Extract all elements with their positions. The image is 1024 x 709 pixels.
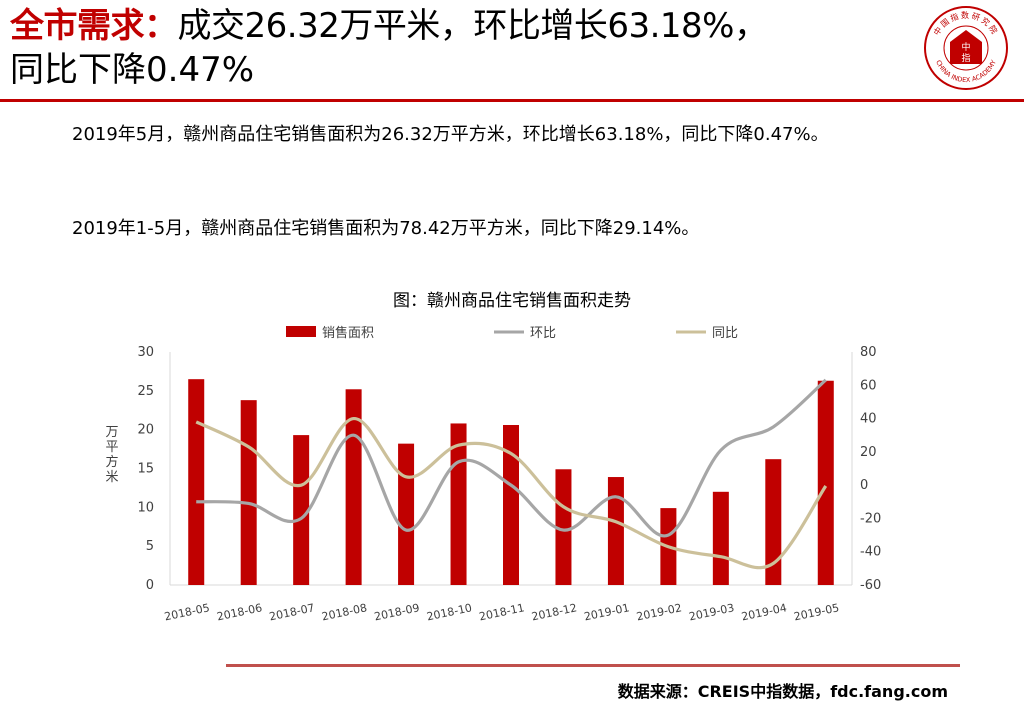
page-header: 全市需求：成交26.32万平米，环比增长63.18%， 同比下降0.47% [10,4,910,92]
x-tick-label: 2018-08 [321,601,369,623]
x-tick-label: 2018-10 [425,601,473,623]
x-tick-label: 2018-05 [163,601,211,623]
bar [188,379,205,585]
y2-tick-label: 80 [860,345,877,360]
series-line-yoy [195,416,828,570]
x-tick-label: 2019-04 [740,601,788,623]
x-tick-label: 2018-11 [478,601,526,623]
y-tick-label: 5 [146,539,154,554]
chart-caption: 图：赣州商品住宅销售面积走势 [393,291,631,311]
bar [765,459,782,585]
y-tick-label: 25 [137,384,154,399]
bar [607,477,624,585]
footer-divider [226,664,960,667]
summary-paragraph-1: 2019年5月，赣州商品住宅销售面积为26.32万平方米，环比增长63.18%，… [72,124,829,145]
bar [503,425,519,585]
title-accent: 全市需求： [10,6,178,46]
bar [398,443,415,585]
legend-label: 销售面积 [322,325,374,341]
y2-tick-label: -40 [860,545,881,560]
x-tick-label: 2019-02 [635,601,683,623]
header-divider [0,99,1024,102]
y-tick-label: 0 [146,578,154,593]
y2-tick-label: 60 [860,378,877,393]
x-tick-label: 2019-05 [793,601,841,623]
y-tick-label: 15 [137,462,154,477]
legend-label: 同比 [712,326,738,341]
y2-tick-label: 20 [860,445,877,460]
legend-swatch-bar [286,326,316,337]
bar [712,491,729,585]
page-title-line2: 同比下降0.47% [10,50,255,90]
x-tick-label: 2018-12 [530,601,578,623]
y2-tick-label: -60 [860,578,881,593]
page-title: 全市需求：成交26.32万平米，环比增长63.18%， [10,4,910,48]
x-tick-label: 2018-09 [373,601,421,623]
y2-tick-label: 0 [860,478,868,493]
logo-text-center-2: 指 [961,52,970,64]
x-tick-label: 2018-06 [216,601,264,623]
title-main: 成交26.32万平米，环比增长63.18%， [177,6,768,46]
logo-text-center-1: 中 [961,41,970,53]
x-tick-label: 2019-01 [583,601,631,623]
bar [240,400,257,585]
y2-tick-label: 40 [860,412,877,427]
x-tick-label: 2019-03 [688,601,736,623]
y-tick-label: 10 [137,500,154,515]
bar [293,435,310,585]
legend-label: 环比 [530,326,556,341]
china-index-academy-logo-icon: 中国指数研究院 CHINA INDEX ACADEMY 中 指 [924,6,1008,90]
bar [555,469,572,585]
sales-area-chart: 051015202530-60-40-20020406080万平方米%2018-… [105,325,881,623]
y-axis-label: 万平方米 [105,425,118,485]
bar [817,380,834,585]
x-tick-label: 2018-07 [268,601,316,623]
y2-tick-label: -20 [860,511,881,526]
y-tick-label: 30 [137,345,154,360]
summary-paragraph-2: 2019年1-5月，赣州商品住宅销售面积为78.42万平方米，同比下降29.14… [72,218,700,239]
y-tick-label: 20 [137,423,154,438]
series-line-mom [196,378,827,538]
data-source: 数据来源：CREIS中指数据，fdc.fang.com [617,682,948,701]
